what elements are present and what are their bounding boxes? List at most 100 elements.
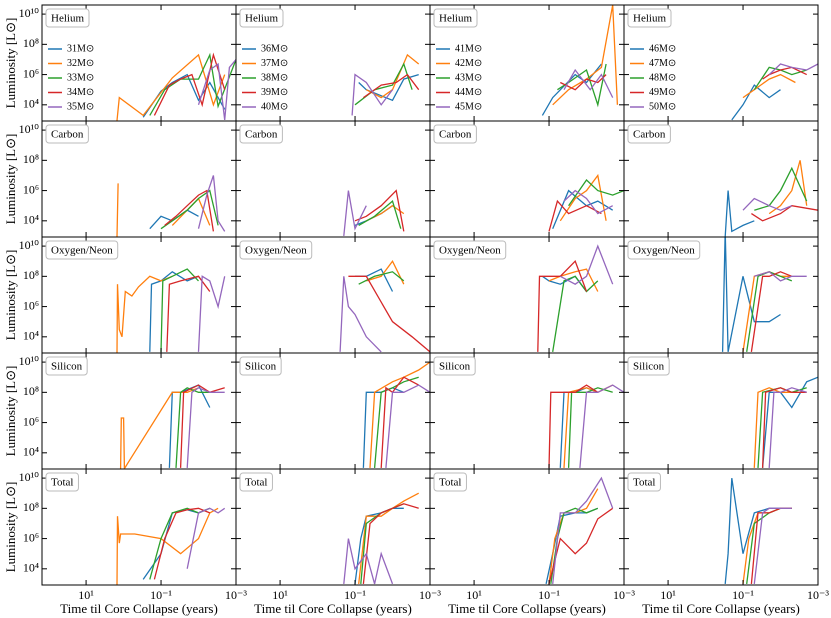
legend-label: 33M⊙ bbox=[67, 72, 94, 83]
series-line bbox=[548, 199, 602, 232]
series-line bbox=[362, 503, 419, 584]
series-line bbox=[750, 507, 792, 584]
y-tick-label: 10⁸ bbox=[23, 500, 39, 514]
row-label: Carbon bbox=[51, 129, 84, 141]
series-line bbox=[721, 237, 781, 353]
series-line bbox=[563, 68, 614, 98]
row-label-box bbox=[239, 8, 284, 28]
row-label-box bbox=[627, 124, 671, 144]
y-tick-label: 10¹⁰ bbox=[19, 238, 40, 252]
series-line bbox=[119, 387, 199, 469]
legend-label: 42M⊙ bbox=[455, 58, 482, 69]
y-tick-label: 10⁸ bbox=[23, 384, 39, 398]
row-label-box bbox=[45, 124, 89, 144]
x-tick-label: 10¹ bbox=[466, 588, 482, 602]
series-line bbox=[541, 63, 602, 116]
y-tick-label: 10⁴ bbox=[23, 561, 39, 575]
series-line bbox=[358, 271, 405, 285]
series-line bbox=[197, 59, 236, 120]
series-line bbox=[724, 190, 755, 237]
series-line bbox=[761, 376, 818, 468]
row-label-box bbox=[239, 124, 283, 144]
row-label-box bbox=[433, 240, 507, 260]
row-label-box bbox=[433, 356, 476, 376]
series-line bbox=[153, 507, 211, 580]
series-line bbox=[343, 190, 367, 236]
row-label: Silicon bbox=[245, 361, 277, 373]
y-tick-label: 10⁸ bbox=[23, 268, 39, 282]
panel bbox=[343, 189, 405, 236]
y-tick-label: 10⁴ bbox=[23, 97, 39, 111]
y-axis-label: Luminosity [L⊙] bbox=[3, 250, 18, 341]
series-line bbox=[116, 275, 173, 353]
row-label: Silicon bbox=[51, 361, 83, 373]
series-line bbox=[348, 275, 430, 353]
series-line bbox=[567, 387, 613, 468]
row-label-box bbox=[239, 240, 313, 260]
series-line bbox=[343, 538, 394, 585]
series-line bbox=[560, 74, 607, 91]
x-tick-label: 10¹ bbox=[660, 588, 676, 602]
x-axis-label: Time til Core Collapse (years) bbox=[642, 601, 800, 616]
y-tick-label: 10⁸ bbox=[23, 152, 39, 166]
legend-label: 31M⊙ bbox=[67, 43, 94, 54]
panel bbox=[724, 160, 818, 237]
panel bbox=[343, 492, 420, 585]
legend-label: 44M⊙ bbox=[455, 87, 482, 98]
series-line bbox=[768, 160, 808, 215]
x-tick-label: 10⁻¹ bbox=[344, 588, 366, 602]
x-tick-label: 10⁻¹ bbox=[150, 588, 172, 602]
panel bbox=[116, 507, 226, 585]
series-line bbox=[164, 189, 215, 232]
row-label: Oxygen/Neon bbox=[439, 245, 501, 257]
row-label-box bbox=[627, 8, 672, 28]
panel bbox=[351, 53, 420, 116]
series-line bbox=[385, 384, 430, 468]
series-line bbox=[175, 387, 210, 468]
series-line bbox=[563, 189, 614, 215]
series-line bbox=[751, 205, 818, 222]
x-tick-label: 10⁻³ bbox=[225, 588, 247, 602]
row-label: Total bbox=[51, 477, 73, 489]
legend-label: 36M⊙ bbox=[261, 43, 288, 54]
panel bbox=[116, 175, 226, 237]
x-tick-label: 10¹ bbox=[272, 588, 288, 602]
series-line bbox=[166, 275, 211, 352]
y-tick-label: 10¹⁰ bbox=[19, 122, 40, 136]
legend-label: 39M⊙ bbox=[261, 87, 288, 98]
x-axis-label: Time til Core Collapse (years) bbox=[254, 601, 412, 616]
y-tick-label: 10⁶ bbox=[23, 530, 39, 544]
series-line bbox=[142, 73, 226, 118]
panel bbox=[548, 173, 624, 232]
row-label-box bbox=[45, 8, 90, 28]
y-tick-label: 10⁶ bbox=[23, 298, 39, 312]
series-line bbox=[548, 268, 599, 292]
x-tick-label: 10⁻³ bbox=[613, 588, 635, 602]
panel bbox=[537, 244, 614, 353]
y-tick-label: 10⁶ bbox=[23, 182, 39, 196]
x-tick-label: 10⁻¹ bbox=[732, 588, 754, 602]
series-line bbox=[366, 259, 405, 285]
panel bbox=[548, 384, 624, 468]
series-line bbox=[373, 376, 419, 468]
series-line bbox=[358, 199, 402, 229]
series-line bbox=[363, 73, 420, 99]
legend-label: 49M⊙ bbox=[649, 87, 676, 98]
panel bbox=[119, 384, 225, 469]
series-line bbox=[160, 268, 199, 352]
legend-label: 43M⊙ bbox=[455, 72, 482, 83]
row-label-box bbox=[45, 240, 119, 260]
series-line bbox=[753, 507, 792, 584]
series-line bbox=[762, 66, 807, 80]
row-label: Silicon bbox=[633, 361, 665, 373]
series-line bbox=[358, 492, 420, 584]
series-line bbox=[354, 507, 404, 584]
legend-label: 35M⊙ bbox=[67, 101, 94, 112]
row-label-box bbox=[627, 356, 670, 376]
row-label: Carbon bbox=[245, 129, 278, 141]
legend-label: 32M⊙ bbox=[67, 58, 94, 69]
row-label-box bbox=[433, 8, 478, 28]
series-line bbox=[754, 271, 807, 282]
series-line bbox=[768, 387, 807, 468]
legend-label: 45M⊙ bbox=[455, 101, 482, 112]
